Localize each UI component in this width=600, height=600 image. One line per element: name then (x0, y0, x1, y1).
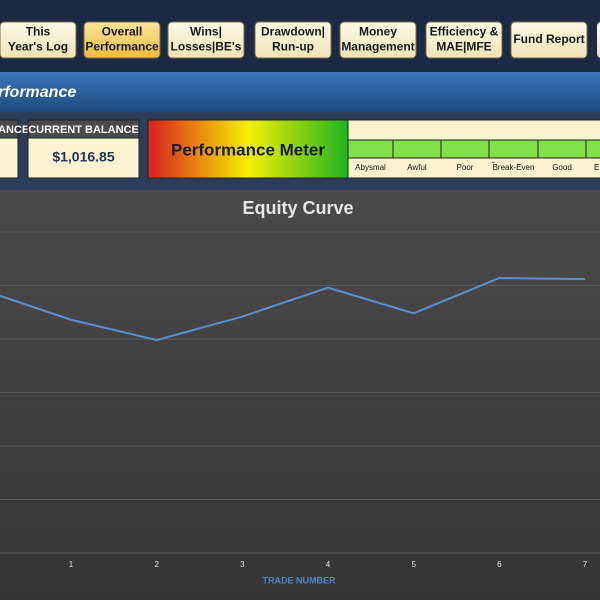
nav-button[interactable] (83, 21, 161, 59)
meter-gradient (147, 119, 349, 179)
x-tick-label: 7 (583, 560, 588, 569)
nav-button[interactable] (167, 21, 245, 59)
equity-line (0, 277, 586, 342)
meter-level-label: Good (552, 163, 572, 172)
x-tick-label: 5 (411, 560, 416, 569)
nav-button[interactable] (0, 21, 77, 59)
nav-button-label: This (26, 25, 51, 39)
meter-cell (347, 139, 394, 159)
chart-area (0, 190, 600, 600)
meter-level-label: Break-Even (493, 163, 535, 172)
meter-cell (392, 139, 442, 159)
x-tick-label: 4 (326, 560, 331, 569)
nav-button-label: Fund Report (513, 32, 584, 46)
meter-title: Performance Meter (171, 140, 325, 159)
x-axis-title: TRADE NUMBER (263, 575, 336, 585)
nav-button[interactable] (425, 21, 503, 59)
x-tick-label: 2 (154, 560, 159, 569)
nav-button-label: Losses|BE's (171, 40, 242, 54)
meter-level-label: E (594, 163, 599, 172)
value-box (0, 137, 19, 179)
partial-label: ANCE (0, 124, 29, 136)
nav-button[interactable] (339, 21, 417, 59)
meter-cell (488, 139, 539, 159)
meter-level-label: Abysmal (355, 163, 386, 172)
balance-value: $1,016.85 (52, 149, 114, 165)
header-title: rformance (0, 84, 76, 101)
x-tick-label: 3 (240, 560, 245, 569)
value-box (27, 137, 140, 179)
nav-button-label: Drawdown| (261, 25, 325, 39)
nav-button-label: MAE|MFE (436, 40, 491, 54)
meter-level-label: Poor (457, 163, 474, 172)
nav-button[interactable] (510, 21, 588, 59)
nav-button-label: Performance (85, 40, 159, 54)
chart-title: Equity Curve (242, 198, 353, 218)
balance-label: CURRENT BALANCE (28, 124, 139, 136)
nav-button-partial[interactable] (597, 22, 600, 58)
meter-cell (537, 139, 587, 159)
nav-button[interactable] (254, 21, 332, 59)
meter-cell (440, 139, 490, 159)
x-tick-label: 1 (69, 560, 74, 569)
nav-button-label: Run-up (272, 40, 314, 54)
meter-cell (585, 139, 600, 159)
nav-button-label: Year's Log (8, 40, 68, 54)
meter-pointer: ˆ (492, 161, 495, 170)
nav-button-label: Overall (102, 25, 143, 39)
nav-button-label: Efficiency & (430, 25, 499, 39)
x-tick-label: 6 (497, 560, 502, 569)
nav-button-label: Money (359, 25, 397, 39)
header-band (0, 72, 600, 112)
nav-button-label: Management (341, 40, 414, 54)
nav-button-label: Wins| (190, 25, 222, 39)
meter-level-label: Awful (407, 163, 427, 172)
